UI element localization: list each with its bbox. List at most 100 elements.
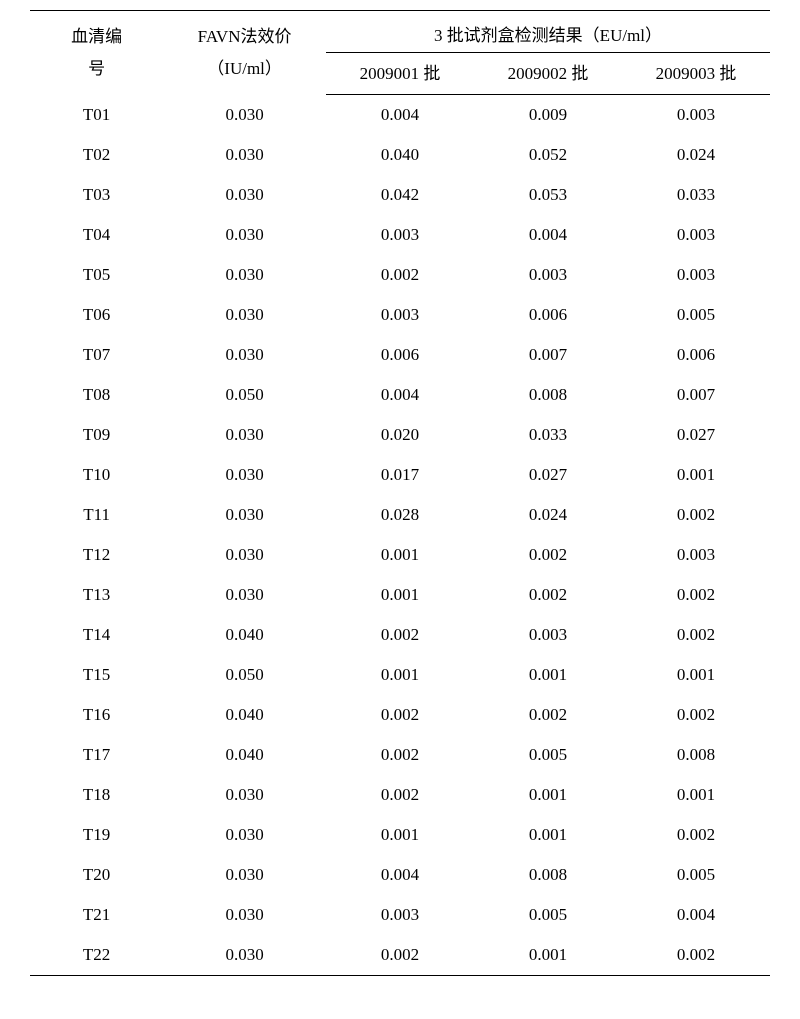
cell-batch1: 0.001: [326, 575, 474, 615]
cell-batch2: 0.002: [474, 695, 622, 735]
cell-batch1: 0.001: [326, 655, 474, 695]
cell-batch3: 0.002: [622, 575, 770, 615]
cell-favn: 0.030: [163, 255, 326, 295]
cell-batch3: 0.003: [622, 255, 770, 295]
cell-batch2: 0.007: [474, 335, 622, 375]
table-row: T040.0300.0030.0040.003: [30, 215, 770, 255]
table-body: T010.0300.0040.0090.003T020.0300.0400.05…: [30, 95, 770, 976]
cell-batch2: 0.033: [474, 415, 622, 455]
cell-favn: 0.040: [163, 695, 326, 735]
cell-favn: 0.030: [163, 775, 326, 815]
table-row: T080.0500.0040.0080.007: [30, 375, 770, 415]
cell-batch1: 0.017: [326, 455, 474, 495]
cell-favn: 0.030: [163, 95, 326, 136]
cell-serum-id: T03: [30, 175, 163, 215]
cell-batch1: 0.004: [326, 855, 474, 895]
cell-batch2: 0.002: [474, 535, 622, 575]
cell-batch2: 0.001: [474, 775, 622, 815]
cell-batch2: 0.008: [474, 855, 622, 895]
cell-batch2: 0.005: [474, 895, 622, 935]
col-header-batch3: 2009003 批: [622, 53, 770, 95]
cell-serum-id: T18: [30, 775, 163, 815]
col-header-group-batches: 3 批试剂盒检测结果（EU/ml）: [326, 11, 770, 53]
cell-batch1: 0.003: [326, 215, 474, 255]
table-row: T150.0500.0010.0010.001: [30, 655, 770, 695]
cell-batch1: 0.028: [326, 495, 474, 535]
cell-batch2: 0.005: [474, 735, 622, 775]
cell-favn: 0.030: [163, 895, 326, 935]
cell-serum-id: T19: [30, 815, 163, 855]
cell-batch2: 0.001: [474, 935, 622, 976]
cell-favn: 0.030: [163, 935, 326, 976]
cell-serum-id: T22: [30, 935, 163, 976]
table-row: T060.0300.0030.0060.005: [30, 295, 770, 335]
cell-batch3: 0.003: [622, 535, 770, 575]
cell-batch3: 0.006: [622, 335, 770, 375]
cell-favn: 0.040: [163, 735, 326, 775]
cell-batch1: 0.004: [326, 375, 474, 415]
cell-batch2: 0.001: [474, 655, 622, 695]
cell-batch1: 0.002: [326, 735, 474, 775]
table-row: T100.0300.0170.0270.001: [30, 455, 770, 495]
cell-favn: 0.030: [163, 535, 326, 575]
cell-serum-id: T21: [30, 895, 163, 935]
cell-batch2: 0.002: [474, 575, 622, 615]
cell-favn: 0.030: [163, 855, 326, 895]
cell-batch1: 0.002: [326, 615, 474, 655]
col-header-favn: FAVN法效价 （IU/ml）: [163, 11, 326, 95]
cell-favn: 0.050: [163, 655, 326, 695]
cell-favn: 0.030: [163, 175, 326, 215]
cell-favn: 0.030: [163, 815, 326, 855]
cell-batch3: 0.001: [622, 655, 770, 695]
cell-batch1: 0.004: [326, 95, 474, 136]
col-header-serum-id: 血清编 号: [30, 11, 163, 95]
cell-favn: 0.030: [163, 135, 326, 175]
cell-batch1: 0.020: [326, 415, 474, 455]
cell-batch3: 0.005: [622, 855, 770, 895]
cell-batch2: 0.053: [474, 175, 622, 215]
cell-favn: 0.030: [163, 415, 326, 455]
col-header-serum-id-line2: 号: [30, 53, 163, 85]
cell-batch2: 0.024: [474, 495, 622, 535]
col-header-batch2: 2009002 批: [474, 53, 622, 95]
table-row: T110.0300.0280.0240.002: [30, 495, 770, 535]
table-row: T160.0400.0020.0020.002: [30, 695, 770, 735]
cell-batch2: 0.003: [474, 615, 622, 655]
table-row: T220.0300.0020.0010.002: [30, 935, 770, 976]
cell-batch3: 0.002: [622, 815, 770, 855]
cell-favn: 0.030: [163, 455, 326, 495]
cell-batch2: 0.006: [474, 295, 622, 335]
cell-batch3: 0.002: [622, 935, 770, 976]
cell-batch2: 0.052: [474, 135, 622, 175]
cell-favn: 0.030: [163, 215, 326, 255]
cell-batch1: 0.002: [326, 935, 474, 976]
cell-batch3: 0.033: [622, 175, 770, 215]
cell-batch1: 0.003: [326, 295, 474, 335]
cell-serum-id: T11: [30, 495, 163, 535]
cell-batch3: 0.008: [622, 735, 770, 775]
cell-serum-id: T14: [30, 615, 163, 655]
table-row: T170.0400.0020.0050.008: [30, 735, 770, 775]
cell-batch1: 0.040: [326, 135, 474, 175]
cell-batch1: 0.042: [326, 175, 474, 215]
table-row: T130.0300.0010.0020.002: [30, 575, 770, 615]
cell-serum-id: T04: [30, 215, 163, 255]
cell-batch1: 0.002: [326, 255, 474, 295]
table-row: T180.0300.0020.0010.001: [30, 775, 770, 815]
cell-serum-id: T01: [30, 95, 163, 136]
cell-batch3: 0.002: [622, 695, 770, 735]
table-row: T070.0300.0060.0070.006: [30, 335, 770, 375]
cell-favn: 0.030: [163, 335, 326, 375]
cell-serum-id: T17: [30, 735, 163, 775]
cell-batch3: 0.002: [622, 495, 770, 535]
cell-batch1: 0.001: [326, 815, 474, 855]
cell-serum-id: T05: [30, 255, 163, 295]
table-row: T090.0300.0200.0330.027: [30, 415, 770, 455]
cell-favn: 0.050: [163, 375, 326, 415]
table-row: T210.0300.0030.0050.004: [30, 895, 770, 935]
col-header-batch1: 2009001 批: [326, 53, 474, 95]
cell-batch3: 0.001: [622, 455, 770, 495]
table-header: 血清编 号 FAVN法效价 （IU/ml） 3 批试剂盒检测结果（EU/ml） …: [30, 11, 770, 95]
cell-batch1: 0.002: [326, 775, 474, 815]
cell-batch2: 0.009: [474, 95, 622, 136]
